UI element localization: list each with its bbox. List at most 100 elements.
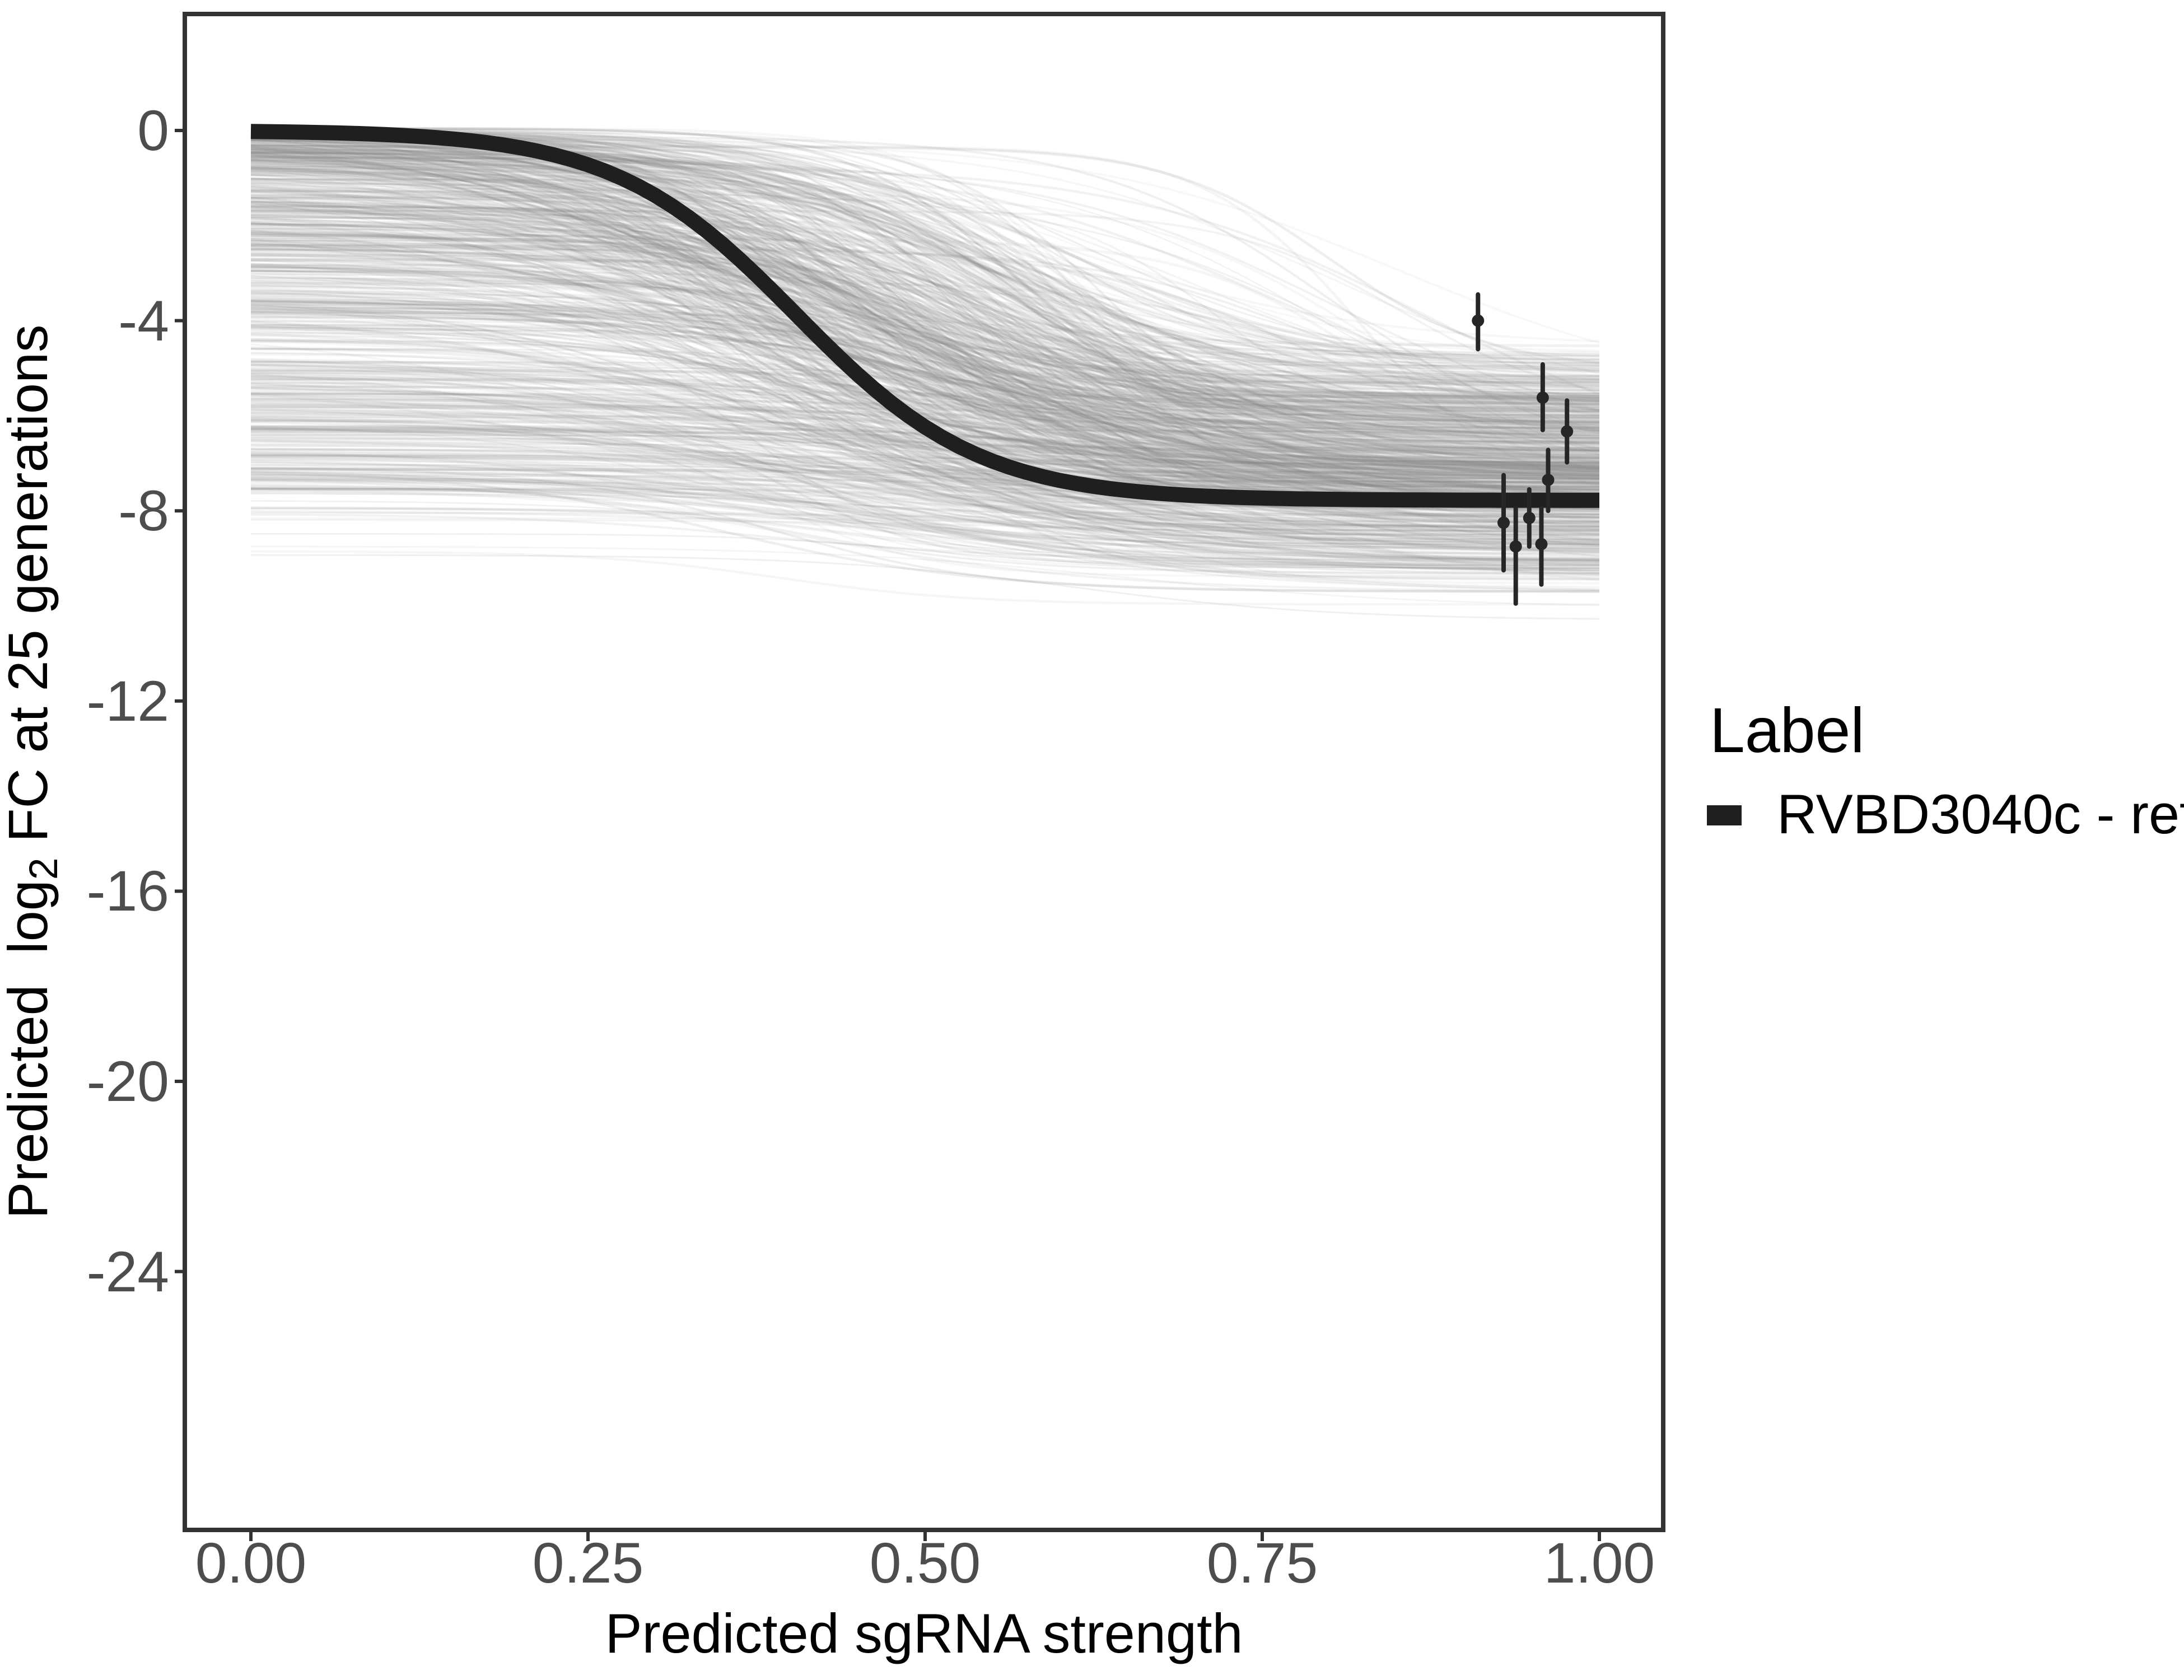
ensemble-curve xyxy=(250,167,1600,489)
ensemble-curve xyxy=(251,412,1599,550)
ensemble-curve xyxy=(250,491,1600,591)
ensemble-curve xyxy=(250,201,1599,373)
ensemble-curve xyxy=(250,128,1600,400)
ensemble-curve xyxy=(250,172,1600,464)
ensemble-curve xyxy=(251,153,1600,413)
ensemble-curve xyxy=(250,146,1599,403)
ensemble-curve xyxy=(250,376,1600,579)
ensemble-curve xyxy=(251,361,1600,517)
ensemble-curve xyxy=(250,248,1600,452)
tick-marks-layer xyxy=(175,129,1601,1541)
ensemble-curve xyxy=(250,162,1600,515)
ensemble-curve xyxy=(250,340,1600,558)
ensemble-curve xyxy=(250,407,1600,545)
legend-item-label: RVBD3040c - ref xyxy=(1777,783,2184,845)
ensemble-curve xyxy=(250,435,1600,528)
ensemble-curve xyxy=(250,189,1600,417)
ensemble-curve xyxy=(251,477,1599,545)
ensemble-curve xyxy=(250,172,1600,462)
ensemble-curve xyxy=(250,199,1600,464)
ensemble-curve xyxy=(250,312,1599,515)
ensemble-curve xyxy=(251,204,1599,394)
reference-curve-layer xyxy=(250,124,1599,508)
ensemble-curve xyxy=(250,203,1600,440)
ensemble-curve xyxy=(251,157,1600,456)
ensemble-curve xyxy=(250,320,1600,553)
ensemble-curve xyxy=(250,470,1600,575)
ensemble-curve xyxy=(250,138,1600,386)
ensemble-curve xyxy=(251,453,1599,567)
ensemble-curve xyxy=(250,305,1600,434)
ensemble-curve xyxy=(250,257,1600,528)
ensemble-curve xyxy=(250,161,1600,377)
ensemble-curve xyxy=(251,368,1600,424)
ensemble-curve xyxy=(250,269,1600,452)
ensemble-curve xyxy=(250,158,1600,377)
data-points-layer xyxy=(1472,292,1574,606)
ensemble-curve xyxy=(251,332,1600,443)
ensemble-curve xyxy=(251,468,1599,531)
ensemble-curve xyxy=(250,146,1600,474)
ensemble-curve xyxy=(250,184,1600,450)
ensemble-curve xyxy=(250,169,1600,398)
ensemble-curve xyxy=(250,183,1599,450)
ensemble-curve xyxy=(250,206,1600,502)
ensemble-curve xyxy=(251,167,1600,443)
ensemble-curve xyxy=(251,284,1600,496)
ensemble-curve xyxy=(250,147,1599,403)
ensemble-curve xyxy=(250,158,1600,414)
ensemble-curve xyxy=(250,455,1600,552)
ensemble-curve xyxy=(250,248,1600,479)
ensemble-curve xyxy=(251,411,1599,466)
ensemble-curve xyxy=(250,433,1599,477)
ensemble-curve xyxy=(250,205,1600,380)
ensemble-curve xyxy=(251,545,1600,606)
ensemble-curve xyxy=(250,158,1600,471)
legend-item: RVBD3040c - ref xyxy=(1707,786,2184,842)
ensemble-curve xyxy=(251,164,1600,395)
ensemble-curve xyxy=(250,308,1599,425)
ensemble-curve xyxy=(250,168,1600,487)
ensemble-curve xyxy=(251,434,1600,561)
ensemble-curve xyxy=(250,382,1600,571)
ensemble-curve xyxy=(250,129,1599,404)
ensemble-curve xyxy=(250,214,1600,431)
ensemble-curve xyxy=(250,358,1600,532)
ensemble-curve xyxy=(250,151,1600,488)
ensemble-curve xyxy=(250,168,1600,424)
ensemble-curve xyxy=(250,450,1599,563)
ensemble-curve xyxy=(250,244,1600,404)
ensemble-curve xyxy=(250,155,1600,361)
ensemble-curve xyxy=(250,333,1600,487)
ensemble-curve xyxy=(250,223,1600,399)
ensemble-curve xyxy=(250,152,1599,477)
ensemble-curve xyxy=(250,160,1600,369)
ensemble-curve xyxy=(251,468,1600,489)
ensemble-curve xyxy=(250,432,1600,460)
ensemble-curve xyxy=(251,426,1599,528)
ensemble-curve xyxy=(250,147,1600,414)
ensemble-curve xyxy=(250,286,1600,548)
ensemble-curve xyxy=(250,225,1600,524)
ensemble-curve xyxy=(250,141,1599,382)
ensemble-curve xyxy=(251,430,1599,472)
ensemble-curve xyxy=(250,263,1600,471)
ensemble-curve xyxy=(251,507,1599,564)
ensemble-curve xyxy=(250,264,1600,423)
y-tick-label: -16 xyxy=(86,859,169,923)
ensemble-curve xyxy=(250,400,1600,576)
ensemble-curve xyxy=(250,222,1600,417)
ensemble-curve xyxy=(250,460,1600,562)
ensemble-curve xyxy=(251,132,1600,437)
ensemble-curve xyxy=(250,330,1600,451)
ensemble-curve xyxy=(250,131,1600,420)
ensemble-curve xyxy=(250,203,1600,406)
ensemble-curve xyxy=(251,471,1599,524)
ensemble-curve xyxy=(250,232,1600,470)
ensemble-curve xyxy=(250,245,1600,447)
ensemble-curve xyxy=(250,252,1600,480)
ensemble-curve xyxy=(250,146,1600,475)
ensemble-curve xyxy=(250,386,1599,453)
ensemble-curve xyxy=(250,300,1600,430)
